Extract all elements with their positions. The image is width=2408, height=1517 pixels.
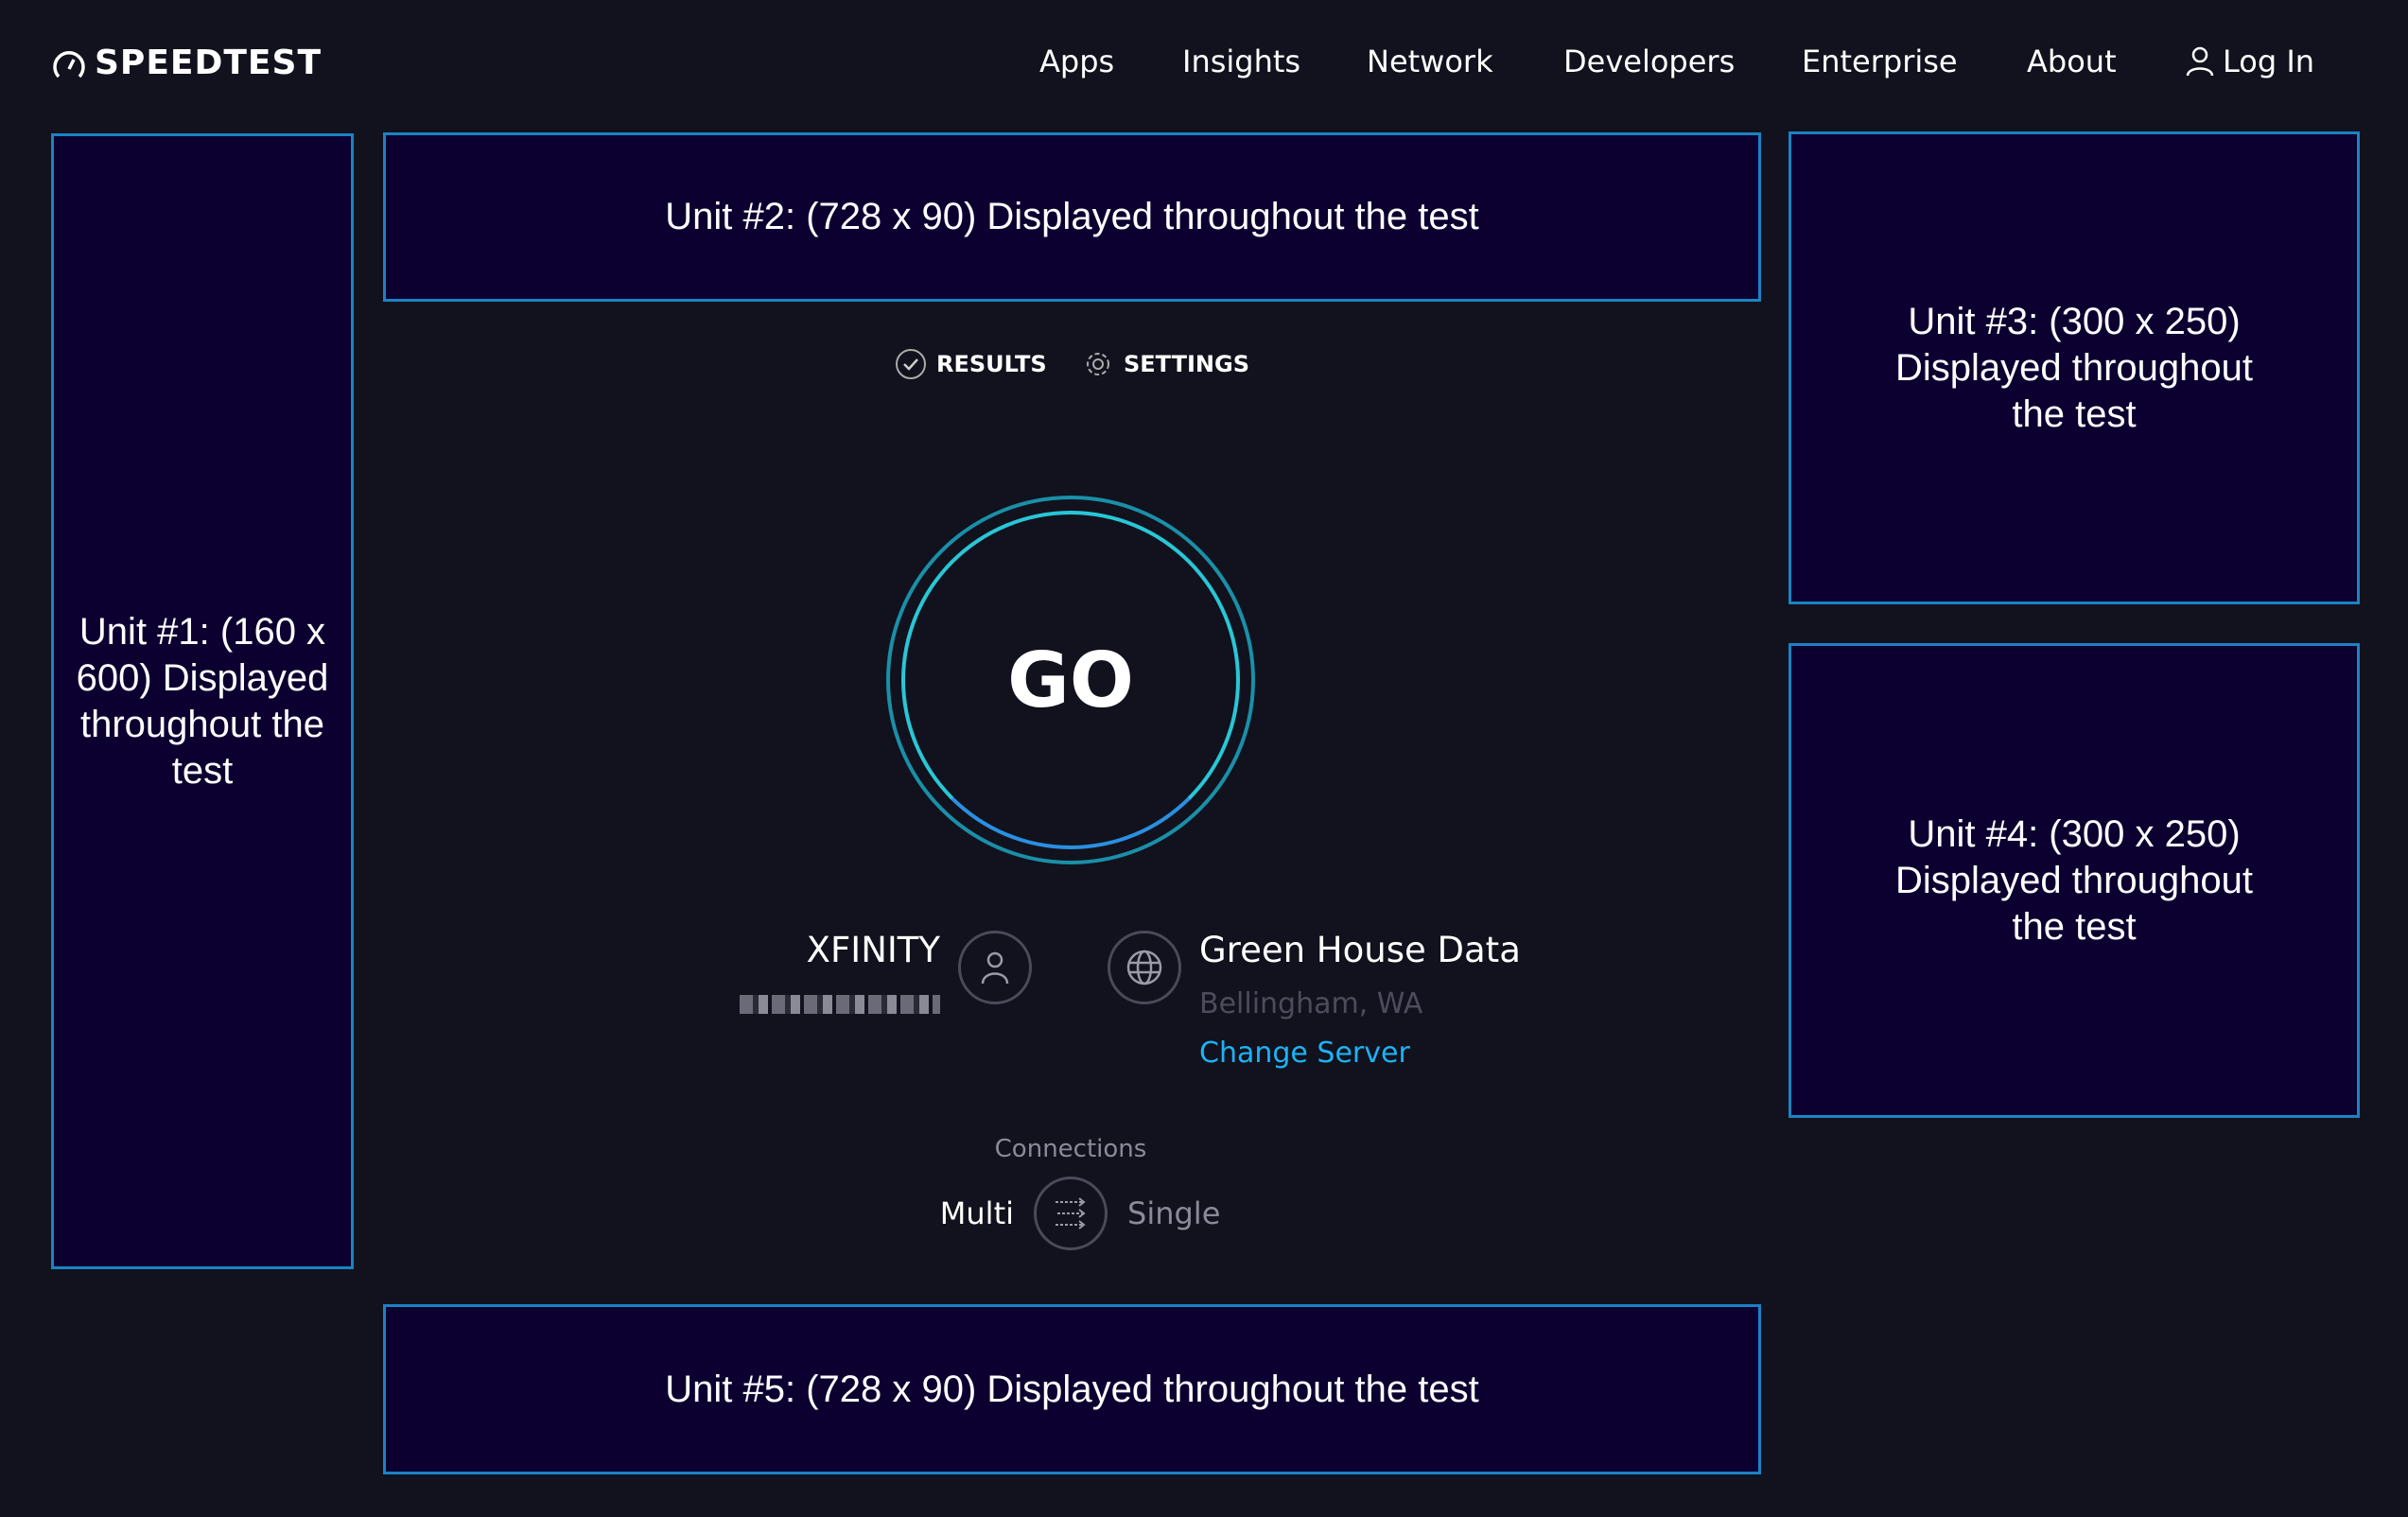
connections-single[interactable]: Single: [1127, 1195, 1221, 1231]
isp-user-button[interactable]: [958, 931, 1032, 1004]
connections-label: Connections: [994, 1135, 1147, 1163]
ad-unit-3-text: Unit #3: (300 x 250) Displayed throughou…: [1894, 300, 2254, 435]
tab-results[interactable]: RESULTS: [895, 348, 1047, 380]
change-server-link[interactable]: Change Server: [1199, 1037, 1410, 1070]
ad-unit-1[interactable]: Unit #1: (160 x 600) Displayed throughou…: [51, 133, 354, 1269]
ad-unit-4-text: Unit #4: (300 x 250) Displayed throughou…: [1894, 812, 2254, 948]
login-link[interactable]: Log In: [2185, 44, 2314, 79]
go-ring: [886, 496, 1255, 864]
go-button[interactable]: GO: [901, 511, 1240, 849]
ad-unit-3[interactable]: Unit #3: (300 x 250) Displayed throughou…: [1789, 131, 2360, 604]
isp-name: XFINITY: [806, 930, 940, 970]
multi-arrows-icon: [1056, 1197, 1086, 1229]
nav-apps[interactable]: Apps: [1039, 44, 1115, 79]
tab-results-label: RESULTS: [936, 351, 1047, 377]
ad-unit-5-text: Unit #5: (728 x 90) Displayed throughout…: [665, 1368, 1479, 1410]
server-globe-button[interactable]: [1108, 931, 1181, 1004]
nav-insights[interactable]: Insights: [1182, 44, 1301, 79]
speedtest-logo[interactable]: SPEEDTEST: [51, 44, 322, 82]
redacted-ip: [740, 995, 940, 1014]
ad-unit-5[interactable]: Unit #5: (728 x 90) Displayed throughout…: [383, 1304, 1761, 1474]
go-label: GO: [1007, 636, 1134, 724]
ad-unit-4[interactable]: Unit #4: (300 x 250) Displayed throughou…: [1789, 643, 2360, 1118]
globe-icon: [1126, 950, 1162, 985]
connections-toggle[interactable]: [1034, 1177, 1108, 1250]
nav-network[interactable]: Network: [1367, 44, 1493, 79]
check-circle-icon: [896, 349, 926, 379]
login-label: Log In: [2223, 44, 2315, 79]
server-location: Bellingham, WA: [1199, 987, 1423, 1020]
logo-text: SPEEDTEST: [95, 44, 323, 82]
nav-developers[interactable]: Developers: [1563, 44, 1736, 79]
ad-unit-2[interactable]: Unit #2: (728 x 90) Displayed throughout…: [383, 132, 1761, 302]
tab-settings-label: SETTINGS: [1124, 351, 1249, 377]
user-icon: [2186, 46, 2214, 77]
speedometer-icon: [53, 50, 85, 78]
ad-unit-1-text: Unit #1: (160 x 600) Displayed throughou…: [76, 610, 329, 792]
connections-multi[interactable]: Multi: [939, 1195, 1014, 1231]
nav-about[interactable]: About: [2027, 44, 2117, 79]
ad-unit-2-text: Unit #2: (728 x 90) Displayed throughout…: [665, 196, 1479, 237]
user-icon: [981, 951, 1009, 985]
nav-enterprise[interactable]: Enterprise: [1802, 44, 1958, 79]
tab-settings[interactable]: SETTINGS: [1082, 348, 1249, 380]
server-name: Green House Data: [1199, 930, 1521, 970]
gear-icon: [1087, 353, 1109, 375]
